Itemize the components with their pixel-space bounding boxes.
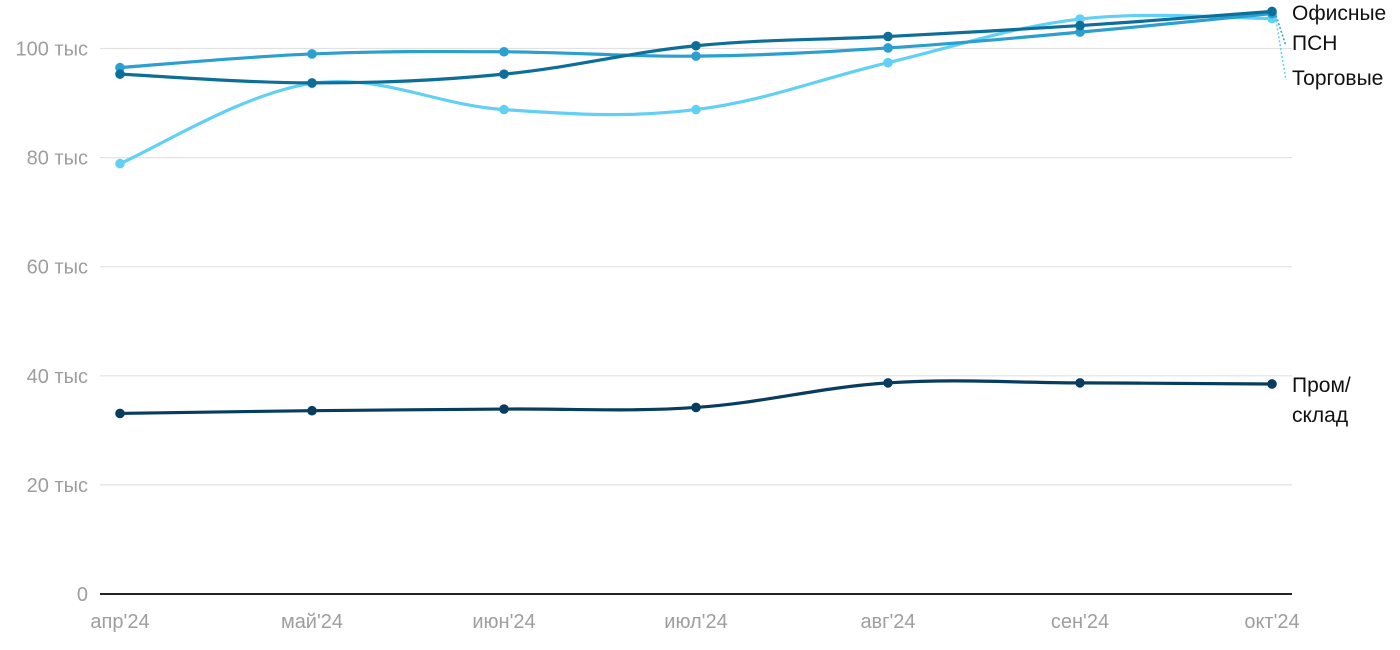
x-tick-label: июл'24 bbox=[664, 611, 727, 633]
data-point-office-6 bbox=[1267, 6, 1277, 17]
y-tick-label: 20 тыс bbox=[27, 475, 88, 497]
series-industrial bbox=[115, 378, 1277, 419]
data-point-office-4 bbox=[883, 31, 893, 42]
series-labels: Офисные ПСН Торговые Пром/склад bbox=[1275, 2, 1386, 427]
series-line-retail bbox=[118, 13, 1274, 166]
x-tick-label: май'24 bbox=[281, 611, 343, 633]
data-point-psn-2 bbox=[499, 46, 509, 57]
data-point-retail-0 bbox=[115, 158, 125, 169]
series-retail bbox=[115, 13, 1277, 169]
y-tick-label: 0 bbox=[77, 584, 88, 606]
data-point-office-2 bbox=[499, 69, 509, 79]
y-tick-label: 80 тыс bbox=[27, 148, 88, 170]
data-point-office-5 bbox=[1075, 20, 1085, 31]
label-leader-retail bbox=[1275, 20, 1287, 81]
y-axis: 0 20 тыс 40 тыс 60 тыс 80 тыс 100 тыс bbox=[16, 39, 88, 607]
x-tick-label: июн'24 bbox=[472, 611, 535, 633]
x-tick-label: сен'24 bbox=[1051, 611, 1109, 633]
data-point-psn-4 bbox=[883, 43, 893, 53]
y-tick-label: 60 тыс bbox=[27, 257, 88, 279]
y-tick-label: 40 тыс bbox=[27, 366, 88, 388]
series-label-retail: Торговые bbox=[1292, 67, 1383, 90]
series-lines bbox=[115, 6, 1277, 419]
label-leader-psn bbox=[1275, 15, 1287, 47]
series-label-office: Офисные bbox=[1292, 2, 1386, 25]
data-point-industrial-4 bbox=[883, 378, 893, 388]
x-tick-label: апр'24 bbox=[90, 611, 149, 633]
data-point-industrial-3 bbox=[691, 402, 701, 413]
data-point-office-1 bbox=[307, 78, 317, 88]
data-point-office-0 bbox=[115, 69, 125, 79]
data-point-office-3 bbox=[691, 40, 701, 51]
data-point-industrial-2 bbox=[499, 404, 509, 414]
series-office bbox=[115, 6, 1277, 88]
data-point-retail-3 bbox=[691, 104, 701, 115]
x-tick-label: авг'24 bbox=[860, 611, 915, 633]
x-axis: апр'24 май'24 июн'24 июл'24 авг'24 сен'24 окт'… bbox=[90, 593, 1300, 633]
data-point-industrial-5 bbox=[1075, 378, 1085, 388]
data-point-retail-2 bbox=[499, 104, 509, 115]
data-point-psn-3 bbox=[691, 51, 701, 61]
series-label-industrial: Пром/склад bbox=[1292, 374, 1351, 427]
y-tick-label: 100 тыс bbox=[16, 39, 88, 61]
data-point-retail-4 bbox=[883, 57, 893, 68]
data-point-industrial-6 bbox=[1267, 379, 1277, 389]
data-point-industrial-1 bbox=[307, 405, 317, 416]
data-point-industrial-0 bbox=[115, 408, 125, 419]
series-label-psn: ПСН bbox=[1292, 32, 1337, 55]
x-tick-label: окт'24 bbox=[1244, 611, 1299, 633]
data-point-psn-1 bbox=[307, 49, 317, 59]
